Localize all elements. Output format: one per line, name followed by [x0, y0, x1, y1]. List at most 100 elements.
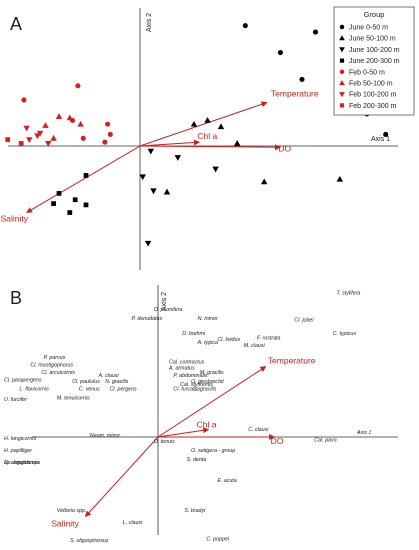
vector-label-salinity: Salinity — [1, 214, 29, 224]
species-label-l-flavicornis: L. flavicornis — [19, 387, 49, 393]
point-feb-0-50-m-0 — [75, 83, 81, 89]
point-feb-0-50-m-4 — [107, 131, 113, 138]
species-label-h-anguisticeps: H. anguisticeps — [4, 460, 41, 466]
point-june-100-200-m-0 — [147, 148, 155, 155]
legend-label-june-0-50-m: June 0-50 m — [349, 25, 388, 32]
species-label-cal-pavo: Cal. pavo — [314, 438, 336, 444]
point-june-0-50-m-1 — [312, 29, 319, 35]
species-label-cl-arcuicornis: Cl. arcuicornis — [41, 370, 75, 376]
point-feb-100-200-m-2 — [44, 141, 52, 147]
point-june-100-200-m-4 — [150, 188, 157, 195]
legend-label-feb-0-50-m: Feb 0-50 m — [349, 69, 385, 76]
point-june-50-100-m-0 — [204, 117, 211, 123]
panel-b-vectors: Temperature Chl a DO Salinity — [51, 356, 315, 529]
species-label-s-bradyi: S. bradyi — [184, 508, 206, 514]
species-label-a-armatus: A. armatus — [168, 366, 195, 372]
point-june-50-100-m-5 — [336, 175, 344, 182]
species-label-cl-furcatus: Cl. furcatus — [173, 387, 200, 393]
species-label-o-tenuis: O. tenuis — [154, 439, 176, 445]
species-label-c-gracilis: C. gracilis — [193, 387, 217, 393]
species-label-f-rostrata: F. rostrata — [257, 336, 281, 342]
panel-a-points — [5, 23, 391, 247]
point-feb-0-50-m-1 — [21, 97, 27, 103]
point-june-50-100-m-1 — [190, 120, 198, 127]
point-june-50-100-m-4 — [260, 178, 268, 185]
species-label-c-venus: C. venus — [79, 387, 100, 393]
species-label-o-setigera-group: O. setigera - group — [191, 448, 235, 454]
legend-label-feb-100-200-m: Feb 100-200 m — [349, 92, 397, 99]
legend-marker-june-0-50-m — [339, 24, 345, 30]
point-june-0-50-m-0 — [242, 23, 248, 29]
vector-label-chl-a: Chl a — [197, 131, 217, 141]
point-june-50-100-m-2 — [217, 123, 225, 130]
species-label-axis-1: Axis 1 — [356, 430, 371, 436]
panel-a-axis2-label: Axis 2 — [146, 13, 153, 32]
vector-b-label-do: DO — [271, 436, 284, 446]
vector-b-chl-a — [157, 427, 210, 438]
vector-label-temperature: Temperature — [271, 88, 319, 98]
legend-label-june-100-200-m: June 100-200 m — [349, 47, 400, 54]
legend-marker-feb-0-50-m — [339, 69, 345, 75]
point-feb-200-300-m-2 — [5, 137, 11, 142]
panel-b-axis2-label: Axis 2 — [161, 292, 168, 311]
point-feb-100-200-m-0 — [34, 133, 41, 140]
legend-marker-june-200-300-m — [339, 58, 345, 63]
legend-title: Group — [364, 10, 385, 19]
vector-do — [139, 144, 281, 151]
point-june-200-300-m-5 — [67, 210, 73, 215]
point-feb-50-100-m-2 — [42, 122, 49, 128]
point-june-200-300-m-2 — [72, 197, 78, 203]
species-label-m-tenuicornis: M. tenuicornis — [57, 396, 90, 402]
point-june-100-200-m-3 — [139, 174, 146, 181]
vector-b-label-salinity: Salinity — [51, 519, 79, 529]
point-june-0-50-m-6 — [383, 131, 389, 138]
point-june-50-100-m-3 — [233, 140, 241, 146]
point-feb-0-50-m-3 — [105, 121, 111, 127]
species-label-cl-lividus: Cl. lividus — [217, 337, 240, 343]
panel-a-axis1-label: Axis 1 — [371, 136, 390, 143]
panel-b-label: B — [10, 288, 22, 308]
species-label-cl-parapergens: Cl. parapergens — [4, 378, 42, 384]
vector-b-temperature — [157, 366, 267, 438]
point-feb-100-200-m-1 — [26, 137, 33, 143]
species-label-a-typica: A. typica — [197, 340, 218, 346]
legend-label-feb-200-300-m: Feb 200-300 m — [349, 103, 397, 110]
species-label-p-parvus: P. parvus — [44, 355, 66, 361]
point-feb-0-50-m-5 — [102, 139, 108, 145]
point-june-100-200-m-2 — [212, 166, 219, 173]
point-june-200-300-m-4 — [83, 202, 89, 208]
point-june-50-100-m-6 — [163, 188, 171, 195]
species-label-cl-pergens: Cl. pergens — [110, 387, 137, 393]
panel-b-species-labels: T. stylifera Cl. jobei O. plumifera P. denu… — [4, 291, 371, 545]
legend-entries: June 0-50 m June 50-100 m June 100-200 m Ju… — [339, 25, 400, 110]
species-label-l-clausi: L. clausi — [123, 520, 143, 526]
species-label-o-plumifera: O. plumifera — [154, 307, 183, 313]
species-label-cl-jobei: Cl. jobei — [294, 318, 314, 324]
legend-marker-feb-200-300-m — [339, 103, 345, 108]
legend-box — [333, 6, 415, 116]
legend-marker-june-50-100-m — [339, 35, 345, 41]
legend: Group June 0-50 m June 50-100 m June 100-2… — [333, 6, 415, 116]
point-feb-200-300-m-4 — [18, 141, 24, 146]
species-label-c-poppei: C. poppei — [206, 537, 229, 543]
legend-label-june-200-300-m: June 200-300 m — [349, 58, 400, 65]
species-label-s-denta: S. denta — [187, 457, 207, 463]
point-feb-100-200-m-4 — [23, 125, 30, 132]
species-label-p-denudatus: P. denudatus — [132, 316, 163, 322]
legend-marker-feb-100-200-m — [339, 92, 345, 98]
point-june-100-200-m-1 — [174, 155, 182, 161]
legend-marker-june-100-200-m — [339, 47, 345, 53]
species-label-cal-styliremis: Cal. styliremis — [180, 382, 213, 388]
species-label-t-stylifera: T. stylifera — [336, 291, 360, 297]
vector-b-label-chl-a: Chl a — [197, 420, 217, 430]
species-label-o-giesbrechti: O. giesbrechti — [191, 379, 225, 385]
species-label-n-gracilis: N. gracilis — [105, 379, 129, 385]
vector-label-do: DO — [278, 143, 291, 153]
species-label-p-abdominalis: P. abdominalis — [173, 373, 207, 379]
species-label-n-minor: N. minor — [198, 316, 218, 322]
legend-label-feb-50-100-m: Feb 50-100 m — [349, 81, 393, 88]
point-june-100-200-m-5 — [144, 240, 152, 247]
species-label-c-clausi: C. clausi — [248, 427, 269, 433]
species-label-m-gracilis: M. gracilis — [200, 370, 224, 376]
